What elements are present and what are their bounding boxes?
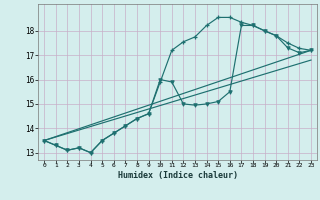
X-axis label: Humidex (Indice chaleur): Humidex (Indice chaleur)	[118, 171, 238, 180]
